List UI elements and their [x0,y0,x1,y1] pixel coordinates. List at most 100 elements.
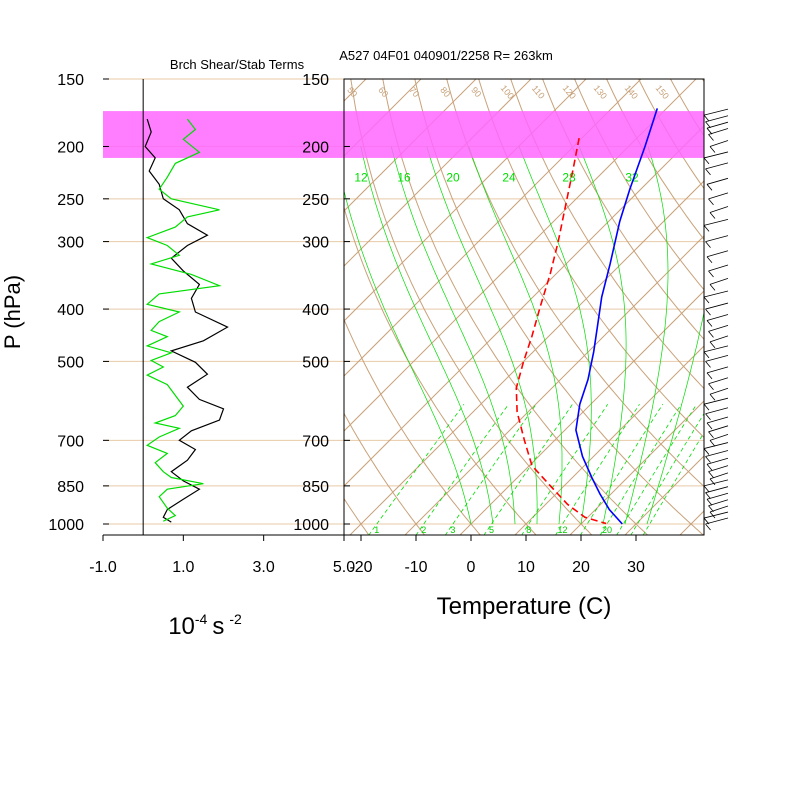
dry-adiabat [344,318,482,535]
wind-barb-flag [706,320,713,327]
right-y-tick-label: 150 [302,72,329,89]
wind-barb-flag [705,492,711,499]
wind-barb-flag [703,114,710,122]
skewt-title: A527 04F01 040901/2258 R= 263km [339,48,553,63]
right-y-ticks: 150 200 250 300 400 500 700 850 1000 [293,72,350,534]
wind-barb [703,290,729,298]
wind-barb-flag [703,157,710,165]
wind-barb [706,250,729,258]
isotherm [459,290,704,535]
mixing-ratio-line [415,403,509,535]
right-y-tick-label: 300 [302,235,329,252]
wind-barb [706,121,729,129]
isotherm [404,235,704,535]
mixing-ratio-bottom-label: 3 [450,525,455,535]
mixing-ratio-line [599,403,682,535]
theta-label: 70 [407,85,421,99]
wind-barb-flag [705,241,711,248]
wind-barb [705,115,729,123]
wind-barb [705,235,729,242]
wind-barb [708,499,729,507]
dry-adiabat [478,79,704,439]
wind-barb [709,140,729,147]
shear-stability-panel: -1.0 1.0 3.0 5.0 150 200 250 300 400 500 700 850 10… [0,57,355,640]
mixing-ratio-bottom-label: 20 [602,525,612,535]
wind-barb [708,264,729,272]
wind-barb [705,450,729,457]
wind-barb [709,433,729,441]
wind-barb-flag [709,511,716,519]
wind-barb [705,162,729,170]
wind-barb-flag [709,341,716,349]
wind-barb-flag [709,212,716,219]
wind-barb-flag [705,308,711,316]
wind-barb-flag [706,422,713,430]
wind-barb [708,465,729,473]
mixing-ratio-label: 28 [562,170,576,184]
wind-barb-flag [709,393,716,401]
sounding-profiles [515,108,659,525]
mixing-ratio-bottom-label: 12 [558,525,568,535]
moist-adiabat [578,146,627,525]
wind-barb-flag [703,485,710,493]
theta-label: 80 [438,85,452,99]
left-y-tick-label: 200 [57,139,84,156]
wind-barb [709,335,729,343]
temperature-tick-label: 10 [517,559,535,576]
left-x-tick-label: -1.0 [89,559,117,576]
wind-barb [709,206,729,213]
wind-barb [703,397,729,405]
left-y-tick-label: 250 [57,192,84,209]
wind-barb [709,387,729,395]
wind-barb [708,377,729,385]
dry-adiabat [574,79,704,291]
wind-barb [706,457,729,465]
wind-barb [703,151,729,159]
left-y-tick-label: 300 [57,235,84,252]
wind-barb-flag [706,256,713,263]
wind-barb [709,472,729,480]
mixing-ratio-line [368,403,465,535]
moist-adiabat [468,146,563,525]
right-y-tick-label: 500 [302,354,329,371]
mixing-ratio-line [579,403,664,535]
mixing-ratio-label: 12 [354,170,368,184]
temperature-tick-label: 0 [467,559,476,576]
mixing-ratio-line [630,412,704,535]
dewpoint-line [515,137,607,525]
theta-label: 50 [345,85,359,99]
right-y-tick-label: 1000 [293,517,329,534]
wind-barb-flag [706,463,713,471]
wind-barb-flag [709,478,716,486]
dry-adiabat [446,79,704,488]
moist-adiabat [390,146,516,525]
wind-barb [708,128,729,135]
wind-barb-flag [709,440,716,447]
mixing-ratio-label: 20 [446,170,460,184]
left-x-tick-label: 5.0 [333,559,355,576]
wind-barb [706,492,729,500]
wind-barb [709,277,729,285]
y-axis-label: P (hPa) [0,275,25,349]
dry-adiabat [701,79,704,83]
wind-barb-flag [705,361,711,368]
wind-barb [705,486,729,494]
moist-adiabat [518,146,592,525]
moist-adiabat [426,146,538,524]
temperature-tick-label: -20 [349,559,372,576]
wind-barb-flag [708,471,714,478]
wind-barb-flag [705,168,711,176]
mixing-ratio-line [444,403,537,535]
wind-barb-flag [705,121,711,129]
wind-barb [708,425,729,433]
dry-adiabat [350,79,593,535]
wind-barb-flag [708,270,714,278]
left-y-tick-label: 150 [57,72,84,89]
theta-label: 60 [376,85,390,99]
moist-adiabat [624,146,669,525]
wind-barb-flag [708,198,714,206]
wind-barb [703,345,729,353]
left-y-tick-label: 850 [57,479,84,496]
mixing-ratio-line [642,431,704,535]
